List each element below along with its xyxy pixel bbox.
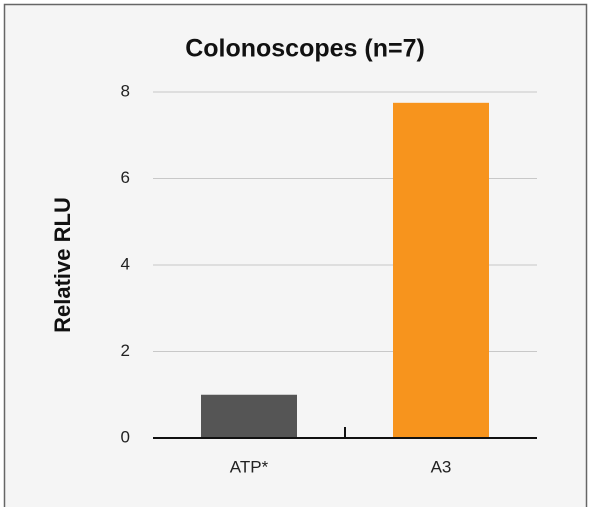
y-tick-label: 0 xyxy=(121,427,130,446)
bar xyxy=(201,394,297,438)
y-tick-label: 2 xyxy=(121,341,130,360)
y-tick-label: 6 xyxy=(121,168,130,187)
chart-title: Colonoscopes (n=7) xyxy=(185,35,425,63)
y-tick-label: 8 xyxy=(121,81,130,100)
bar xyxy=(393,102,489,438)
x-tick-label: ATP* xyxy=(230,457,269,476)
y-axis-label: Relative RLU xyxy=(50,197,75,333)
y-tick-label: 4 xyxy=(121,254,130,273)
x-tick-label: A3 xyxy=(431,457,452,476)
